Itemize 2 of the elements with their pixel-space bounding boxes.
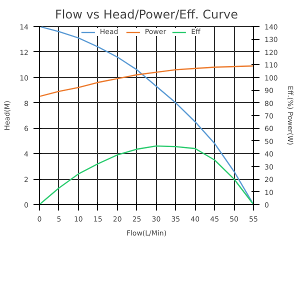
- chart-title: Flow vs Head/Power/Eff. Curve: [55, 8, 238, 22]
- line-series: [40, 65, 254, 98]
